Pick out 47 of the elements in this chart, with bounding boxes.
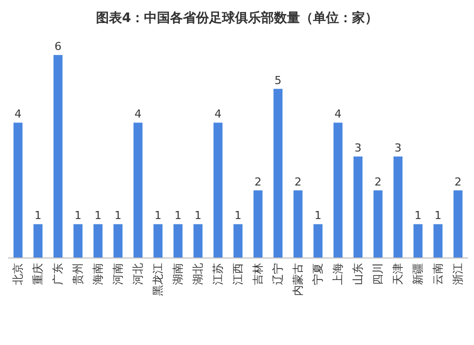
x-tick-label: 吉林 bbox=[252, 263, 264, 285]
data-label: 1 bbox=[194, 209, 202, 222]
data-label: 1 bbox=[34, 209, 42, 222]
x-tick-label: 湖北 bbox=[192, 263, 204, 285]
data-label: 1 bbox=[234, 209, 242, 222]
data-label: 2 bbox=[374, 175, 382, 188]
x-tick-label: 山东 bbox=[352, 263, 364, 285]
x-tick-label: 贵州 bbox=[72, 263, 84, 285]
data-label: 2 bbox=[454, 175, 462, 188]
data-label: 4 bbox=[334, 108, 342, 121]
x-tick-label: 宁夏 bbox=[312, 263, 324, 285]
data-label: 3 bbox=[354, 142, 362, 154]
data-label: 1 bbox=[434, 209, 442, 222]
x-tick-label: 浙江 bbox=[452, 263, 464, 285]
x-tick-label: 天津 bbox=[392, 263, 404, 285]
data-label: 6 bbox=[54, 40, 62, 53]
data-label: 1 bbox=[74, 209, 82, 222]
x-tick-label: 四川 bbox=[372, 263, 384, 285]
data-label: 2 bbox=[294, 175, 302, 188]
data-label: 5 bbox=[274, 74, 282, 87]
x-tick-label: 海南 bbox=[92, 263, 104, 285]
x-tick-label: 江苏 bbox=[212, 263, 224, 285]
x-tick-label: 上海 bbox=[332, 263, 344, 285]
x-tick-label: 云南 bbox=[432, 263, 444, 285]
x-tick-label: 湖南 bbox=[172, 263, 184, 285]
data-label: 4 bbox=[214, 108, 222, 121]
x-tick-label: 新疆 bbox=[412, 263, 424, 285]
data-label: 2 bbox=[254, 175, 262, 188]
data-label: 3 bbox=[394, 142, 402, 154]
x-tick-label: 河南 bbox=[112, 263, 124, 285]
x-tick-label: 江西 bbox=[232, 263, 244, 285]
data-label: 1 bbox=[154, 209, 162, 222]
x-tick-label: 黑龙江 bbox=[152, 263, 164, 296]
title: 图表4：中国各省份足球俱乐部数量（单位：家） bbox=[96, 11, 378, 26]
data-label: 1 bbox=[114, 209, 122, 222]
x-tick-label: 重庆 bbox=[32, 263, 44, 285]
data-label: 1 bbox=[414, 209, 422, 222]
x-tick-label: 广东 bbox=[52, 263, 64, 285]
x-tick-label: 河北 bbox=[132, 263, 144, 285]
data-label: 1 bbox=[94, 209, 102, 222]
data-label: 1 bbox=[314, 209, 322, 222]
data-label: 1 bbox=[174, 209, 182, 222]
x-tick-label: 辽宁 bbox=[272, 263, 284, 285]
data-label: 4 bbox=[134, 108, 142, 121]
data-label: 4 bbox=[14, 108, 22, 121]
x-tick-label: 内蒙古 bbox=[292, 263, 304, 296]
x-tick-label: 北京 bbox=[12, 263, 24, 285]
